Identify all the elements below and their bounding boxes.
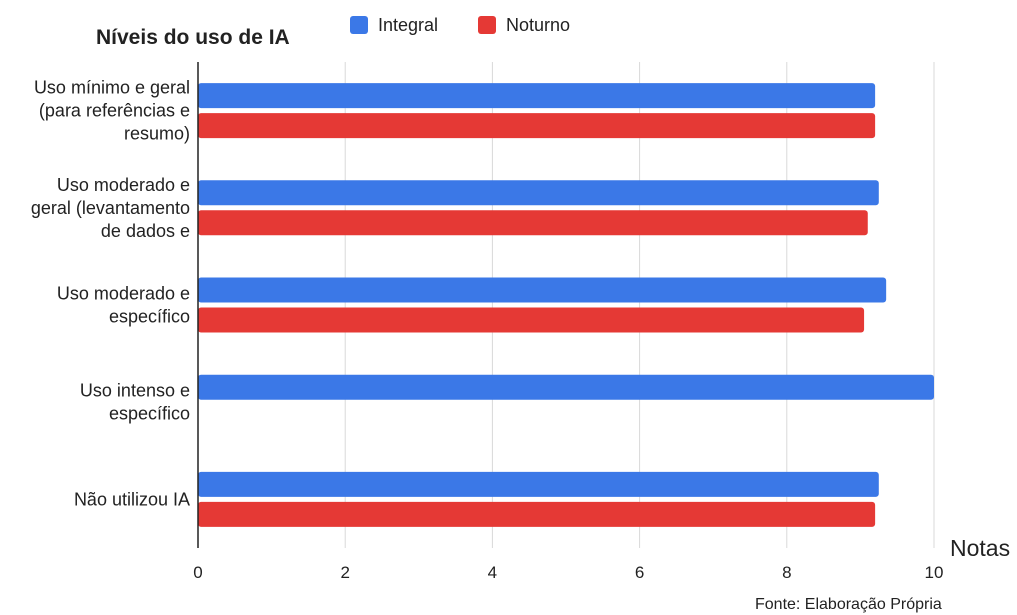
- legend-swatch-noturno: [478, 16, 496, 34]
- category-label: Uso mínimo e geral: [34, 78, 190, 98]
- x-tick-label: 2: [340, 563, 349, 582]
- bar-integral-4: [198, 471, 879, 497]
- legend: Integral Noturno: [350, 15, 570, 35]
- x-tick-label: 0: [193, 563, 202, 582]
- bar-group: [198, 83, 934, 527]
- category-label: Não utilizou IA: [74, 489, 190, 509]
- category-label: específico: [109, 404, 190, 424]
- bar-noturno-0: [198, 113, 876, 139]
- legend-label-integral: Integral: [378, 15, 438, 35]
- category-label: de dados e: [101, 221, 190, 241]
- x-tick-label: 6: [635, 563, 644, 582]
- x-axis-label: Notas: [950, 535, 1010, 561]
- x-tick-label: 10: [925, 563, 944, 582]
- bar-integral-1: [198, 180, 879, 206]
- category-label: resumo): [124, 124, 190, 144]
- bar-noturno-1: [198, 210, 868, 236]
- category-labels: Uso mínimo e geral (para referências e res…: [31, 78, 190, 510]
- gridlines: [344, 62, 935, 548]
- legend-swatch-integral: [350, 16, 368, 34]
- category-label: Uso intenso e: [80, 381, 190, 401]
- source-note: Fonte: Elaboração Própria: [755, 596, 942, 613]
- x-tick-label: 4: [488, 563, 497, 582]
- category-label: específico: [109, 307, 190, 327]
- category-label: geral (levantamento: [31, 198, 190, 218]
- category-label: Uso moderado e: [57, 284, 190, 304]
- bar-noturno-2: [198, 307, 865, 333]
- bar-integral-0: [198, 83, 876, 109]
- bar-noturno-4: [198, 501, 876, 527]
- category-label: (para referências e: [39, 101, 190, 121]
- legend-label-noturno: Noturno: [506, 15, 570, 35]
- bar-integral-2: [198, 277, 887, 303]
- chart-title: Níveis do uso de IA: [96, 26, 290, 49]
- category-label: Uso moderado e: [57, 175, 190, 195]
- x-tick-label: 8: [782, 563, 791, 582]
- x-tick-labels: 0 2 4 6 8 10: [193, 563, 943, 582]
- bar-integral-3: [198, 374, 934, 400]
